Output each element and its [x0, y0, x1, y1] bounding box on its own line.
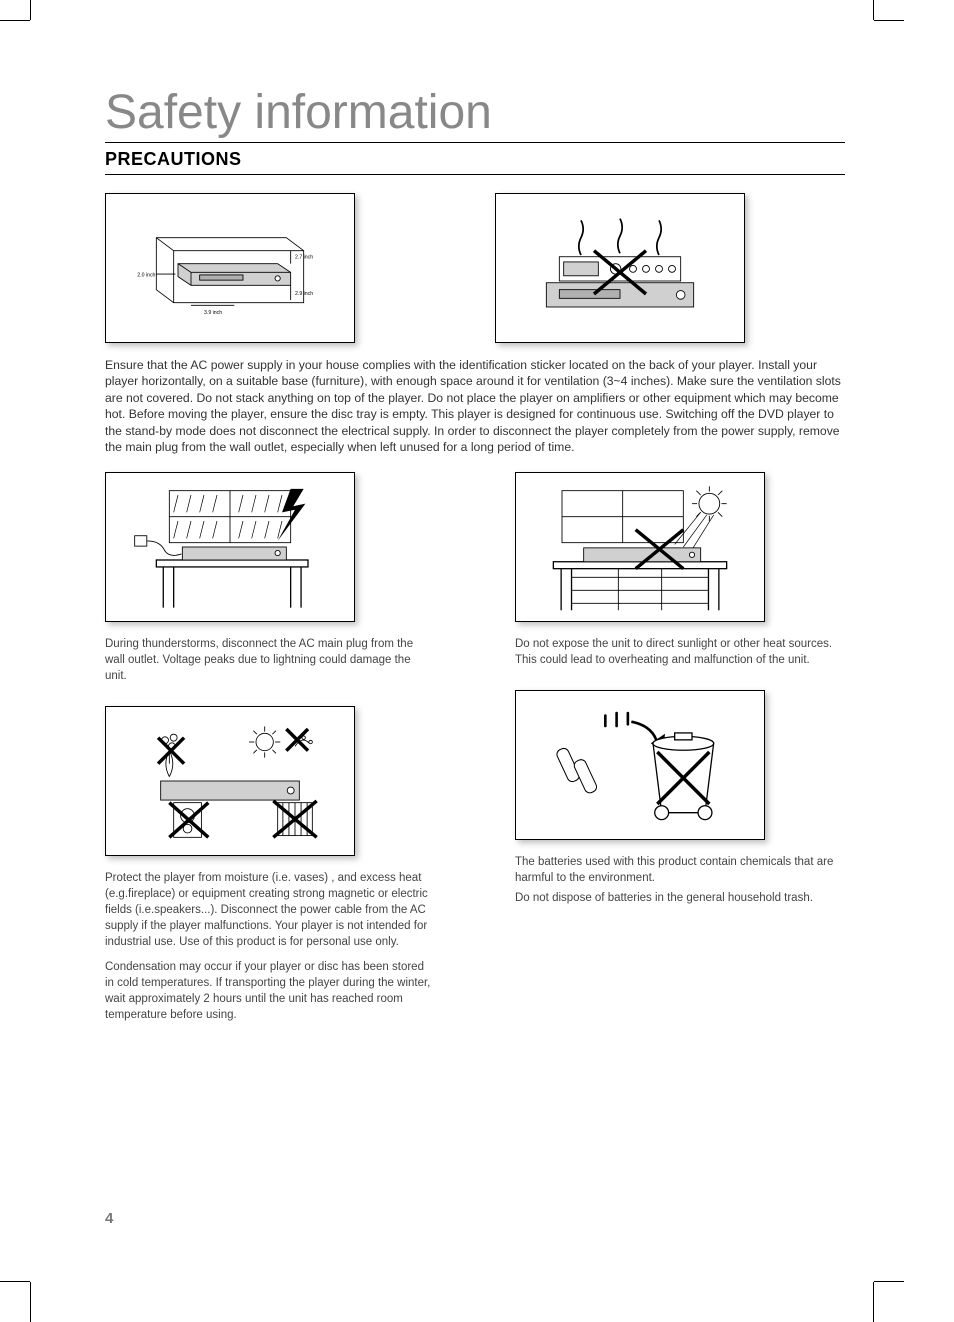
figure-thunderstorm [105, 472, 355, 622]
crop-mark [30, 1282, 31, 1322]
page-number: 4 [105, 1210, 113, 1227]
page-title: Safety information [105, 85, 845, 143]
figure-row-top: 2.7 inch 2.9 inch 2.0 inch 3.9 inch [105, 193, 845, 343]
dim-right: 2.9 inch [295, 291, 313, 297]
crop-mark [30, 0, 31, 20]
crop-mark [873, 0, 874, 20]
figure-sunlight [515, 472, 765, 622]
page-content: Safety information PRECAUTIONS [105, 85, 845, 1045]
crop-mark [874, 20, 904, 21]
column-left: During thunderstorms, disconnect the AC … [105, 472, 435, 1045]
dim-bottom: 3.9 inch [204, 310, 222, 316]
caption-moisture-2: Condensation may occur if your player or… [105, 959, 435, 1023]
figure-no-stack [495, 193, 745, 343]
figure-moisture [105, 706, 355, 856]
dim-left: 2.0 inch [137, 273, 155, 279]
crop-mark [0, 1281, 30, 1282]
caption-thunderstorm: During thunderstorms, disconnect the AC … [105, 636, 435, 684]
main-paragraph: Ensure that the AC power supply in your … [105, 357, 845, 456]
crop-mark [874, 1281, 904, 1282]
dim-top: 2.7 inch [295, 254, 313, 260]
caption-sunlight: Do not expose the unit to direct sunligh… [515, 636, 845, 668]
column-right: Do not expose the unit to direct sunligh… [515, 472, 845, 1045]
figure-ventilation: 2.7 inch 2.9 inch 2.0 inch 3.9 inch [105, 193, 355, 343]
columns: During thunderstorms, disconnect the AC … [105, 472, 845, 1045]
caption-battery-2: Do not dispose of batteries in the gener… [515, 890, 845, 906]
caption-moisture-1: Protect the player from moisture (i.e. v… [105, 870, 435, 950]
caption-battery-1: The batteries used with this product con… [515, 854, 845, 886]
crop-mark [873, 1282, 874, 1322]
figure-battery [515, 690, 765, 840]
crop-mark [0, 20, 30, 21]
page-subtitle: PRECAUTIONS [105, 143, 845, 175]
